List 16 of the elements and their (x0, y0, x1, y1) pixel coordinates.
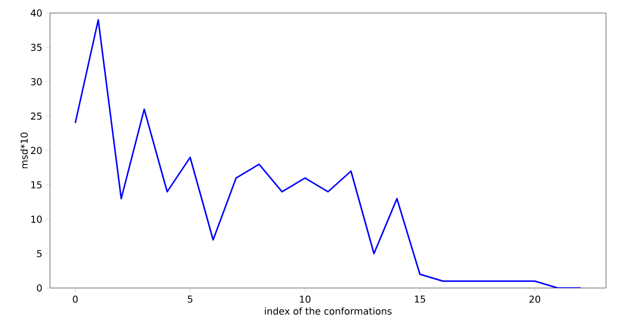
y-tick-label: 25 (30, 112, 42, 120)
y-axis-title: msd*10 (20, 132, 28, 168)
x-axis-title: index of the conformations (264, 307, 392, 315)
x-tick-label: 0 (72, 296, 78, 303)
y-tick-label: 35 (31, 44, 42, 51)
y-tick-label: 15 (31, 181, 42, 188)
x-tick-label: 10 (300, 296, 310, 303)
y-tick-label: 40 (30, 9, 42, 17)
x-tick-label: 15 (414, 296, 426, 303)
y-tick-label: 5 (37, 250, 42, 258)
y-tick-label: 30 (31, 78, 42, 86)
y-tick-label: 0 (36, 284, 42, 292)
y-tick-label: 20 (30, 146, 42, 154)
y-tick-label: 10 (31, 216, 42, 223)
x-tick-label: 20 (529, 296, 540, 303)
x-tick-label: 5 (188, 296, 192, 303)
